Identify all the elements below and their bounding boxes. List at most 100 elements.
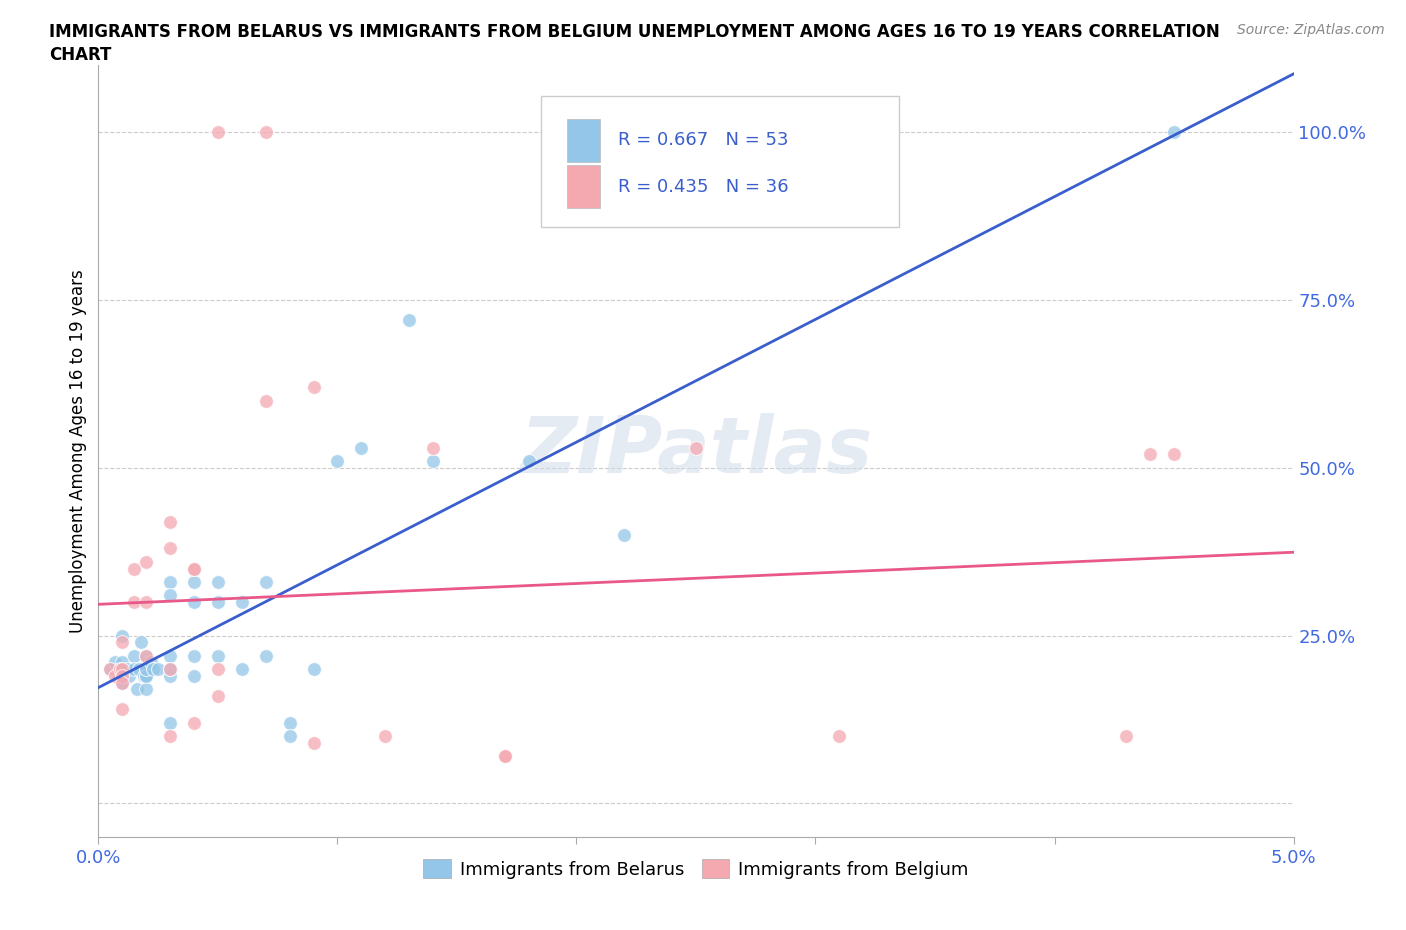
Legend: Immigrants from Belarus, Immigrants from Belgium: Immigrants from Belarus, Immigrants from… <box>416 852 976 886</box>
Point <box>278 729 301 744</box>
Point <box>302 379 325 394</box>
Point <box>828 729 851 744</box>
Point <box>125 682 148 697</box>
Point <box>422 454 444 469</box>
Point <box>183 715 205 730</box>
Point <box>111 669 134 684</box>
Point <box>159 648 181 663</box>
Point <box>350 440 373 455</box>
Point <box>207 688 229 703</box>
Point <box>183 561 205 576</box>
Point <box>148 662 170 677</box>
Point <box>118 669 141 684</box>
Text: R = 0.435   N = 36: R = 0.435 N = 36 <box>619 178 789 195</box>
Point <box>1139 447 1161 462</box>
Point <box>135 594 157 609</box>
FancyBboxPatch shape <box>567 166 600 208</box>
Point <box>124 662 146 677</box>
Point <box>494 749 516 764</box>
Point <box>135 648 157 663</box>
Point <box>183 648 205 663</box>
Point <box>135 682 157 697</box>
Point <box>111 662 134 677</box>
Text: Source: ZipAtlas.com: Source: ZipAtlas.com <box>1237 23 1385 37</box>
Point <box>326 454 349 469</box>
Point <box>135 662 157 677</box>
Point <box>111 628 134 643</box>
Point <box>494 749 516 764</box>
Text: R = 0.667   N = 53: R = 0.667 N = 53 <box>619 131 789 150</box>
Point <box>1115 729 1137 744</box>
Point <box>207 594 229 609</box>
Point <box>159 662 181 677</box>
Text: IMMIGRANTS FROM BELARUS VS IMMIGRANTS FROM BELGIUM UNEMPLOYMENT AMONG AGES 16 TO: IMMIGRANTS FROM BELARUS VS IMMIGRANTS FR… <box>49 23 1220 41</box>
Point <box>115 662 138 677</box>
Point <box>254 575 277 590</box>
Point <box>207 662 229 677</box>
Point <box>517 454 540 469</box>
Point <box>107 669 129 684</box>
Point <box>108 662 131 677</box>
Point <box>131 635 153 650</box>
Point <box>139 655 162 670</box>
Point <box>159 514 181 529</box>
Point <box>98 662 122 677</box>
Point <box>183 669 205 684</box>
Point <box>183 575 205 590</box>
Point <box>159 729 181 744</box>
Point <box>254 125 277 140</box>
Point <box>183 561 205 576</box>
Point <box>124 594 146 609</box>
Point <box>104 655 127 670</box>
Point <box>207 648 229 663</box>
Point <box>685 440 707 455</box>
Point <box>135 648 157 663</box>
Point <box>254 393 277 408</box>
Point <box>159 588 181 603</box>
Text: ZIPatlas: ZIPatlas <box>520 413 872 489</box>
Point <box>422 440 444 455</box>
Point <box>111 662 134 677</box>
Point <box>159 715 181 730</box>
Point <box>231 662 253 677</box>
Point <box>111 675 134 690</box>
Point <box>302 662 325 677</box>
FancyBboxPatch shape <box>541 96 900 227</box>
Y-axis label: Unemployment Among Ages 16 to 19 years: Unemployment Among Ages 16 to 19 years <box>69 269 87 633</box>
Point <box>98 662 122 677</box>
Point <box>111 655 134 670</box>
FancyBboxPatch shape <box>567 119 600 162</box>
Point <box>135 669 157 684</box>
Point <box>135 662 157 677</box>
Point <box>128 662 150 677</box>
Point <box>111 635 134 650</box>
Point <box>124 648 146 663</box>
Point <box>135 669 157 684</box>
Point <box>231 594 253 609</box>
Point <box>1163 447 1185 462</box>
Point <box>111 702 134 717</box>
Point <box>104 669 127 684</box>
Point <box>278 715 301 730</box>
Point <box>124 561 146 576</box>
Point <box>613 527 636 542</box>
Point <box>183 594 205 609</box>
Point <box>142 662 165 677</box>
Point <box>1163 125 1185 140</box>
Point <box>207 575 229 590</box>
Point <box>302 736 325 751</box>
Point <box>159 662 181 677</box>
Point <box>159 575 181 590</box>
Point <box>254 648 277 663</box>
Point <box>159 669 181 684</box>
Point <box>207 125 229 140</box>
Point <box>132 669 155 684</box>
Point <box>111 675 134 690</box>
Point <box>374 729 396 744</box>
Text: CHART: CHART <box>49 46 111 64</box>
Point <box>135 554 157 569</box>
Point <box>398 312 420 327</box>
Point <box>111 669 134 684</box>
Point <box>108 662 131 677</box>
Point <box>159 541 181 556</box>
